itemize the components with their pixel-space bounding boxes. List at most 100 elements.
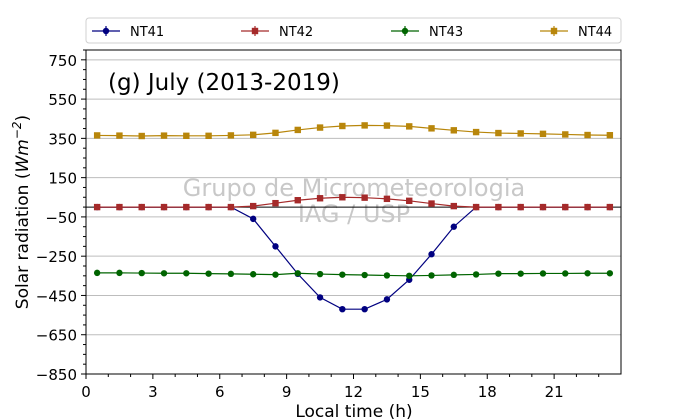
data-point-nt42-3 — [160, 203, 168, 211]
data-point-nt43-1 — [116, 269, 123, 277]
y-tick-label-7: −650 — [36, 327, 77, 345]
data-point-nt44-18 — [495, 129, 502, 137]
x-tick-label-3: 9 — [282, 383, 292, 401]
y-tick-label-4: −50 — [45, 209, 77, 227]
x-tick-label-0: 0 — [81, 383, 91, 401]
series-line-nt43 — [97, 272, 610, 277]
series-nt43 — [93, 269, 614, 280]
data-point-nt41-16 — [450, 223, 458, 230]
legend-label: NT42 — [279, 25, 313, 40]
data-point-nt44-16 — [450, 127, 458, 134]
data-point-nt44-3 — [160, 132, 168, 139]
series-nt44 — [93, 122, 614, 140]
data-point-nt42-13 — [383, 195, 391, 203]
data-point-nt44-17 — [472, 128, 480, 136]
x-axis: 0 3 6 9 12 15 18 21 — [81, 374, 600, 401]
data-point-nt43-14 — [406, 272, 413, 280]
y-label-unit-exponent: −2 — [10, 121, 24, 139]
data-point-nt43-20 — [539, 270, 547, 277]
data-point-nt42-19 — [517, 203, 524, 211]
data-point-nt41-10 — [316, 294, 324, 301]
data-point-nt42-16 — [450, 202, 458, 210]
legend-label: NT44 — [578, 25, 612, 40]
data-point-nt44-13 — [383, 122, 391, 129]
data-point-nt44-7 — [249, 131, 257, 139]
data-point-nt41-8 — [272, 243, 279, 250]
data-point-nt44-0 — [93, 132, 101, 139]
data-point-nt42-4 — [183, 203, 190, 211]
data-point-nt41-11 — [339, 306, 346, 313]
data-point-nt42-15 — [428, 200, 435, 207]
data-point-nt43-0 — [93, 269, 101, 277]
data-point-nt42-22 — [584, 203, 591, 211]
y-tick-label-2: 350 — [48, 130, 77, 148]
data-point-nt42-12 — [361, 194, 368, 201]
y-tick-label-1: 550 — [48, 91, 77, 109]
data-point-nt44-23 — [606, 132, 614, 139]
y-tick-label-0: 750 — [48, 52, 77, 70]
x-tick-label-5: 15 — [411, 383, 430, 401]
data-point-nt42-14 — [406, 197, 413, 205]
y-label-close: ) — [13, 115, 33, 122]
series-nt42 — [93, 194, 614, 211]
watermark: Grupo de Micrometeorologia IAG / USP — [183, 174, 525, 228]
data-point-nt41-7 — [249, 215, 257, 223]
data-point-nt43-8 — [272, 271, 279, 278]
legend-item-nt43: NT43 — [391, 25, 463, 40]
data-point-nt43-7 — [249, 271, 257, 278]
data-point-nt42-5 — [205, 203, 212, 211]
x-tick-label-2: 6 — [215, 383, 225, 401]
data-point-nt42-6 — [227, 203, 235, 211]
data-point-nt43-11 — [339, 271, 346, 278]
data-point-nt42-2 — [138, 203, 145, 211]
legend-item-nt42: NT42 — [241, 25, 313, 40]
data-point-nt43-5 — [205, 270, 212, 277]
data-point-nt43-19 — [517, 270, 524, 277]
data-point-nt42-7 — [249, 202, 257, 210]
legend-box — [85, 17, 622, 44]
y-tick-label-6: −450 — [36, 287, 77, 305]
data-point-nt43-13 — [383, 272, 391, 279]
y-tick-label-5: −250 — [36, 248, 77, 266]
data-point-nt41-13 — [383, 296, 391, 303]
legend: NT41 NT42 NT43 NT44 — [85, 17, 622, 44]
data-point-nt43-2 — [138, 269, 145, 277]
data-point-nt42-1 — [116, 203, 123, 211]
data-point-nt43-22 — [584, 270, 591, 277]
legend-label: NT43 — [429, 25, 463, 40]
data-point-nt44-4 — [183, 132, 190, 140]
data-point-nt44-19 — [517, 130, 524, 137]
y-label-unit: Wm — [13, 139, 33, 172]
data-point-nt42-17 — [472, 203, 480, 211]
data-point-nt42-18 — [495, 203, 502, 211]
data-point-nt43-17 — [472, 271, 480, 278]
data-point-nt42-23 — [606, 203, 614, 211]
legend-label: NT41 — [130, 25, 164, 40]
series-line-nt44 — [97, 124, 610, 137]
data-point-nt42-20 — [539, 203, 547, 211]
data-point-nt42-11 — [339, 194, 346, 201]
data-point-nt44-6 — [227, 132, 235, 139]
data-point-nt43-21 — [562, 270, 569, 277]
data-point-nt41-15 — [428, 251, 435, 258]
data-point-nt42-10 — [316, 195, 324, 202]
data-point-nt43-16 — [450, 271, 458, 279]
data-point-nt44-2 — [138, 132, 145, 140]
data-point-nt44-20 — [539, 130, 547, 138]
legend-item-nt44: NT44 — [540, 25, 612, 40]
data-point-nt44-14 — [406, 123, 413, 130]
data-point-nt44-15 — [428, 125, 435, 132]
data-point-nt42-21 — [562, 203, 569, 211]
series-line-nt42 — [97, 196, 610, 208]
data-point-nt44-1 — [116, 132, 123, 139]
data-point-nt44-12 — [361, 122, 368, 129]
data-point-nt44-21 — [562, 131, 569, 138]
panel-label: (g) July (2013-2019) — [108, 70, 340, 96]
data-point-nt44-22 — [584, 131, 591, 139]
data-point-nt44-9 — [294, 126, 301, 134]
x-tick-label-7: 21 — [545, 383, 564, 401]
legend-item-nt41: NT41 — [92, 25, 164, 40]
x-tick-label-6: 18 — [478, 383, 497, 401]
data-point-nt43-3 — [160, 270, 168, 277]
